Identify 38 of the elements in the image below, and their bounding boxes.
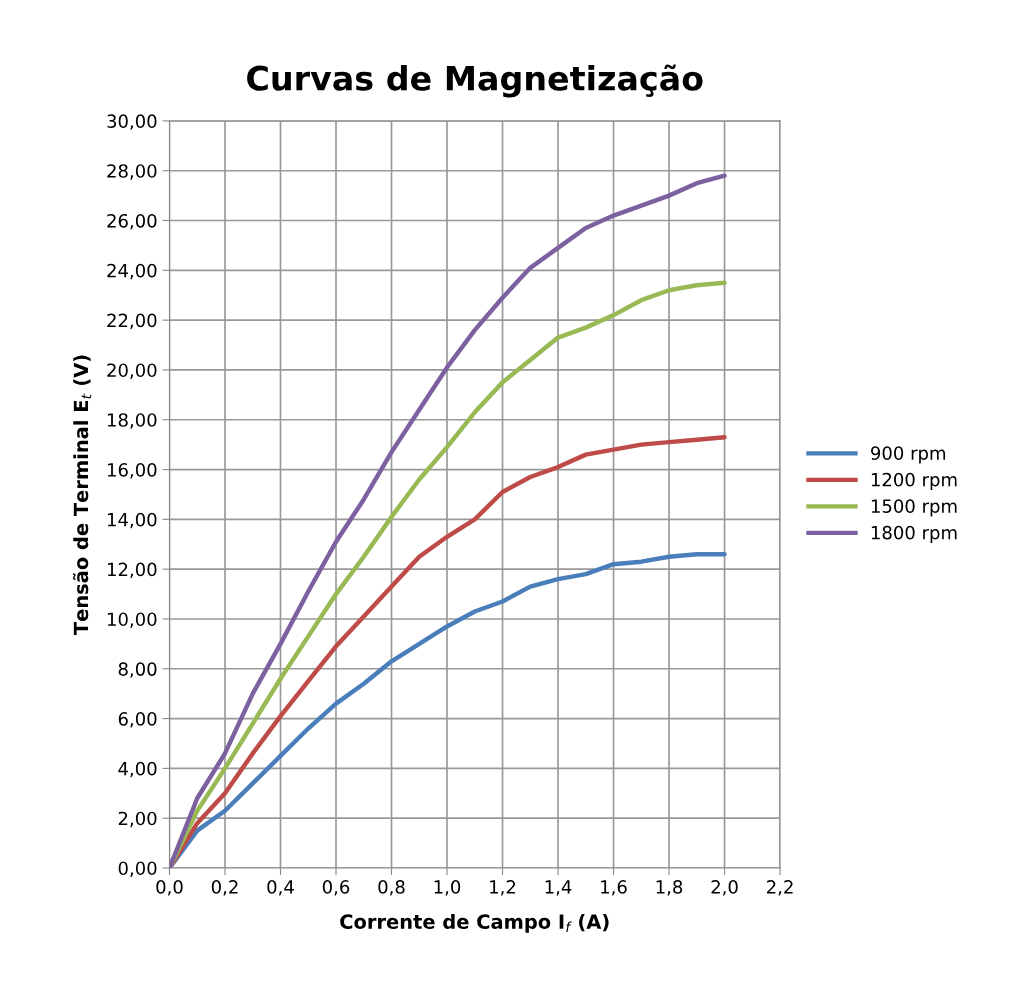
x-tick-label: 0,4 <box>267 880 294 896</box>
x-tick-label: 0,8 <box>378 880 405 896</box>
y-tick-label: 10,00 <box>107 612 157 628</box>
y-tick-label: 30,00 <box>107 114 157 130</box>
y-tick-label: 8,00 <box>118 662 157 678</box>
legend-label: 1500 rpm <box>871 499 957 517</box>
line-series <box>169 552 727 868</box>
y-tick-label: 22,00 <box>107 313 157 330</box>
y-tick-label: 4,00 <box>118 761 157 778</box>
chart-title: Curvas de Magnetização <box>247 64 703 98</box>
x-tick-label: 1,4 <box>545 880 572 896</box>
x-axis-title: Corrente de Campo I$_{f}$ (A) <box>340 913 609 933</box>
y-tick-label: 18,00 <box>107 413 157 429</box>
y-tick-label: 0,00 <box>118 861 157 877</box>
x-tick-label: 1,8 <box>656 880 683 896</box>
y-tick-label: 6,00 <box>118 712 157 728</box>
legend-label: 1200 rpm <box>871 472 957 490</box>
y-tick-label: 24,00 <box>107 263 157 280</box>
y-tick-label: 20,00 <box>107 363 157 379</box>
line-series <box>169 173 727 868</box>
x-tick-label: 0,2 <box>211 880 238 896</box>
legend-label: 1800 rpm <box>871 525 957 543</box>
y-tick-label: 26,00 <box>107 213 157 230</box>
line-series <box>169 280 727 868</box>
y-tick-label: 12,00 <box>107 562 157 579</box>
x-tick-label: 2,0 <box>711 880 738 896</box>
x-tick-label: 1,0 <box>434 880 461 896</box>
y-axis-title: Tensão de Terminal E$_{t}$ (V) <box>72 355 92 636</box>
x-tick-label: 1,2 <box>490 880 516 896</box>
x-tick-label: 0,0 <box>156 880 183 896</box>
y-tick-label: 16,00 <box>107 463 157 479</box>
x-tick-label: 2,2 <box>767 880 793 896</box>
x-tick-label: 1,6 <box>601 880 627 896</box>
y-tick-label: 14,00 <box>107 512 157 529</box>
y-tick-label: 28,00 <box>107 164 157 180</box>
legend-label: 900 rpm <box>871 446 946 464</box>
x-tick-label: 0,6 <box>322 880 350 896</box>
y-tick-label: 2,00 <box>118 811 157 828</box>
